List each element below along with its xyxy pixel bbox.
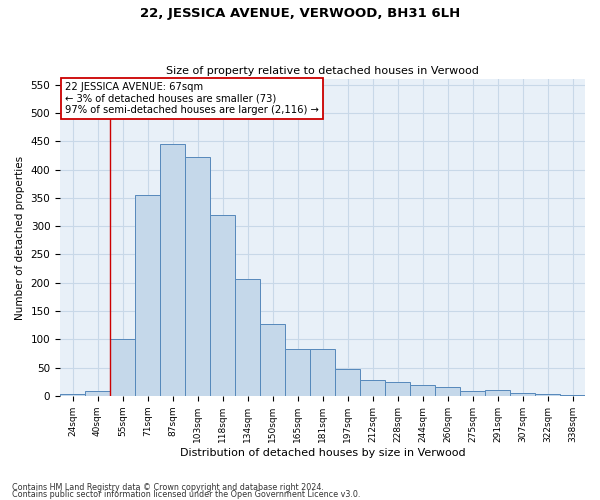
Text: Contains HM Land Registry data © Crown copyright and database right 2024.: Contains HM Land Registry data © Crown c…: [12, 484, 324, 492]
Bar: [85, 392, 110, 396]
Bar: [410, 384, 435, 396]
Bar: [110, 340, 135, 396]
Bar: [185, 157, 210, 396]
Bar: [210, 215, 235, 396]
Bar: [310, 349, 335, 396]
Bar: [135, 195, 160, 396]
Bar: [285, 349, 310, 396]
Bar: [235, 278, 260, 396]
Text: 22, JESSICA AVENUE, VERWOOD, BH31 6LH: 22, JESSICA AVENUE, VERWOOD, BH31 6LH: [140, 8, 460, 20]
Bar: [485, 390, 510, 396]
Bar: [385, 382, 410, 396]
Bar: [260, 324, 285, 396]
Bar: [510, 393, 535, 396]
Bar: [435, 388, 460, 396]
Text: Contains public sector information licensed under the Open Government Licence v3: Contains public sector information licen…: [12, 490, 361, 499]
Bar: [60, 394, 85, 396]
Bar: [360, 380, 385, 396]
Bar: [460, 392, 485, 396]
Bar: [535, 394, 560, 396]
Bar: [160, 144, 185, 396]
Bar: [560, 394, 585, 396]
Title: Size of property relative to detached houses in Verwood: Size of property relative to detached ho…: [166, 66, 479, 76]
Bar: [335, 368, 360, 396]
X-axis label: Distribution of detached houses by size in Verwood: Distribution of detached houses by size …: [180, 448, 466, 458]
Y-axis label: Number of detached properties: Number of detached properties: [15, 156, 25, 320]
Text: 22 JESSICA AVENUE: 67sqm
← 3% of detached houses are smaller (73)
97% of semi-de: 22 JESSICA AVENUE: 67sqm ← 3% of detache…: [65, 82, 319, 116]
